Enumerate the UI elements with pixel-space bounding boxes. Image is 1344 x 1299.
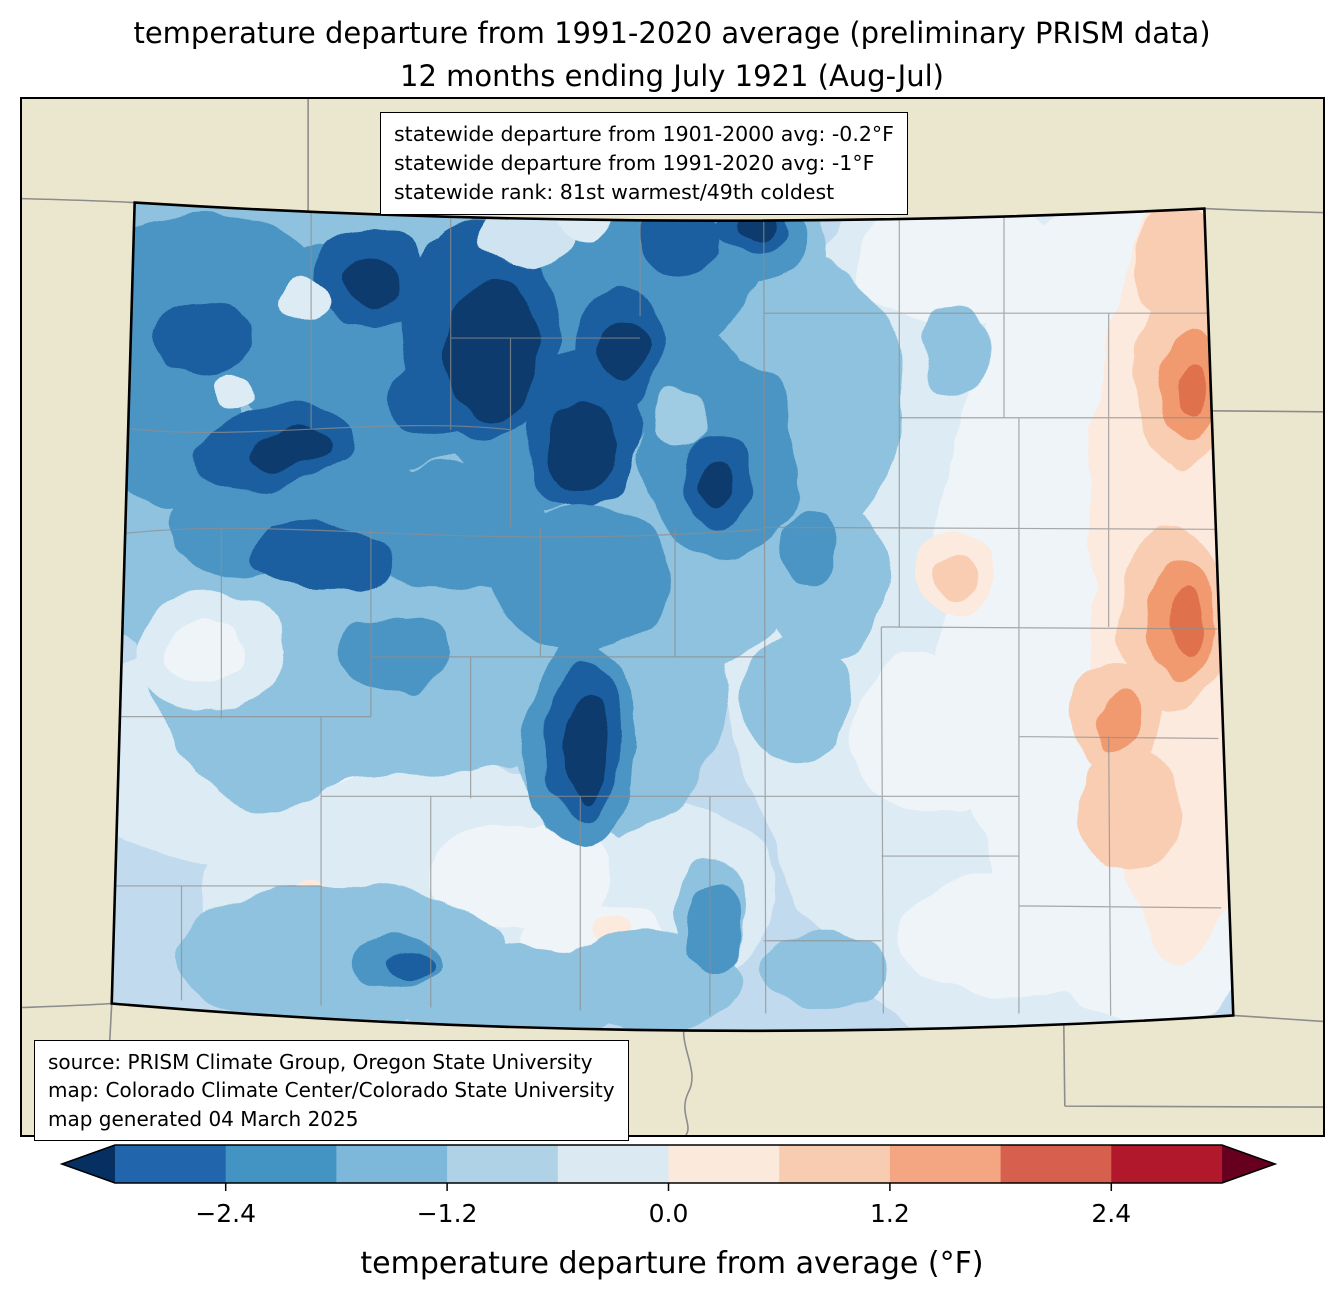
source-line-1: source: PRISM Climate Group, Oregon Stat… [48, 1050, 593, 1074]
title-line-1: temperature departure from 1991-2020 ave… [133, 16, 1211, 50]
colorbar-segment [779, 1145, 891, 1183]
statewide-stats-box: statewide departure from 1901-2000 avg: … [380, 112, 908, 216]
map-axes: statewide departure from 1901-2000 avg: … [20, 97, 1325, 1142]
colorbar-segment [1000, 1145, 1112, 1183]
colorbar-under-arrow [62, 1145, 115, 1183]
colorbar-segment [336, 1145, 448, 1183]
colorbar-segment [225, 1145, 337, 1183]
stats-line-2: statewide departure from 1991-2020 avg: … [394, 151, 875, 176]
colorado-state-border [110, 201, 1235, 1033]
colorbar-tick-marks [224, 1183, 1113, 1191]
colorbar-segment [557, 1145, 670, 1183]
title-line-2: 12 months ending July 1921 (Aug-Jul) [400, 59, 944, 93]
colorbar: −2.4 −1.2 0.0 1.2 2.4 [59, 1144, 1278, 1228]
source-line-2: map: Colorado Climate Center/Colorado St… [48, 1078, 615, 1103]
stats-line-3: statewide rank: 81st warmest/49th coldes… [394, 180, 835, 205]
source-box: source: PRISM Climate Group, Oregon Stat… [34, 1040, 629, 1142]
colorbar-axis-label: temperature departure from average (°F) [360, 1246, 984, 1281]
stats-line-1: statewide departure from 1901-2000 avg: … [394, 122, 894, 146]
colorbar-segment [447, 1145, 559, 1183]
colorbar-tick-label: −1.2 [417, 1199, 478, 1228]
colorbar-segment [889, 1145, 1002, 1183]
colorbar-tick-label: 0.0 [649, 1199, 689, 1228]
warmest-core [1172, 362, 1210, 659]
colorado-temperature-anomaly-map [22, 99, 1323, 1135]
warm-region [930, 203, 1234, 875]
colorbar-segment [668, 1145, 780, 1183]
coldest-core [245, 205, 775, 810]
colorbar-segment [1111, 1145, 1223, 1183]
county-boundaries [111, 204, 1222, 1016]
colorbar-segments [115, 1145, 1223, 1183]
figure-title: temperature departure from 1991-2020 ave… [0, 12, 1344, 98]
colorbar-tick-label: 1.2 [870, 1199, 910, 1228]
colorbar-tick-label: −2.4 [195, 1199, 256, 1228]
source-line-3: map generated 04 March 2025 [48, 1106, 359, 1131]
colorbar-outline [59, 1144, 1278, 1184]
anomaly-contours [111, 202, 1234, 1031]
colorbar-tick-label: 2.4 [1091, 1199, 1131, 1228]
colorbar-over-arrow [1222, 1145, 1275, 1183]
colorbar-segment [115, 1145, 227, 1183]
